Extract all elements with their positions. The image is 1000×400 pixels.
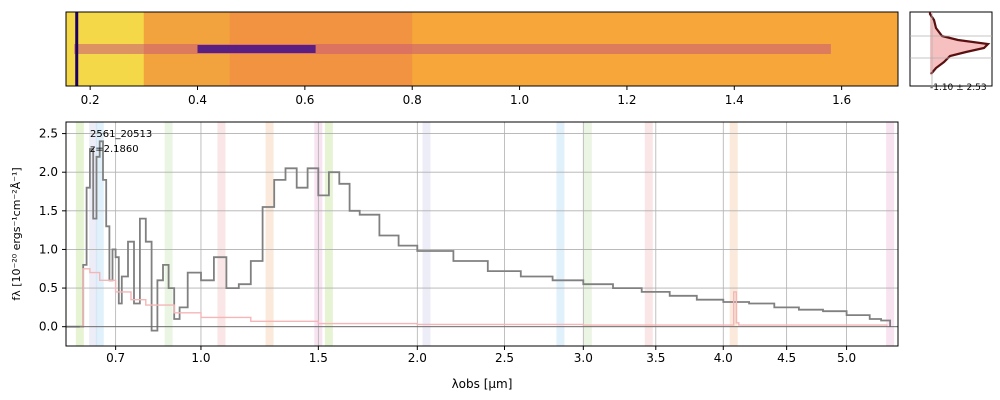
x-tick-label: 5.0 [837,351,856,365]
spectrum-id-label: 2561_20513 [90,129,152,140]
line-band [644,122,653,346]
x-tick-label: 1.5 [309,351,328,365]
x-tick-label: 3.0 [574,351,593,365]
line-band [422,122,431,346]
y-tick-label: 2.0 [39,165,58,179]
y-tick-label: 1.5 [39,204,58,218]
image-x-tick-label: 1.2 [617,93,636,107]
line-band [164,122,173,346]
image-x-tick-label: 0.2 [81,93,100,107]
x-tick-label: 4.5 [777,351,796,365]
image-x-tick-label: 1.0 [510,93,529,107]
error-series-line [79,268,888,328]
profile-panel: -1.10 ± 2.53 [909,11,993,93]
x-tick-label: 2.5 [495,351,514,365]
y-axis-label: fλ [10⁻²⁰ ergs⁻¹cm⁻²Å⁻¹] [10,167,23,300]
redshift-label: z=2.1860 [90,144,139,155]
y-tick-label: 1.0 [39,242,58,256]
image-x-tick-label: 0.8 [403,93,422,107]
line-band [583,122,592,346]
x-tick-label: 1.0 [191,351,210,365]
x-tick-label: 2.0 [408,351,427,365]
line-band [265,122,274,346]
spectrum-1d-panel: 0.7 1.0 1.5 2.0 2.5 3.0 3.5 4.0 4.5 5.0 0.0 0.5 1.0… [10,121,899,391]
profile-line [928,12,991,75]
line-band [75,122,84,346]
flux-series-line [66,140,891,332]
x-tick-label: 4.0 [714,351,733,365]
image-x-tick-label: 0.4 [188,93,207,107]
line-band [729,122,738,346]
trace-band [74,44,831,54]
profile-label: -1.10 ± 2.53 [930,83,987,93]
x-tick-label: 3.5 [646,351,665,365]
spectrum-2d-panel: 0.2 0.4 0.6 0.8 1.0 1.2 1.4 1.6 [65,11,899,107]
y-tick-label: 2.5 [39,127,58,141]
x-tick-label: 0.7 [106,351,125,365]
y-tick-label: 0.5 [39,281,58,295]
line-band [324,122,333,346]
line-band [89,122,98,346]
trace-core [197,45,316,53]
line-band [886,122,895,346]
line-band [556,122,565,346]
x-axis-label: λobs [μm] [452,377,513,391]
image-x-tick-label: 1.6 [832,93,851,107]
line-band [95,122,104,346]
image-x-tick-label: 0.6 [295,93,314,107]
line-band [217,122,226,346]
y-tick-label: 0.0 [39,320,58,334]
image-x-tick-label: 1.4 [725,93,744,107]
